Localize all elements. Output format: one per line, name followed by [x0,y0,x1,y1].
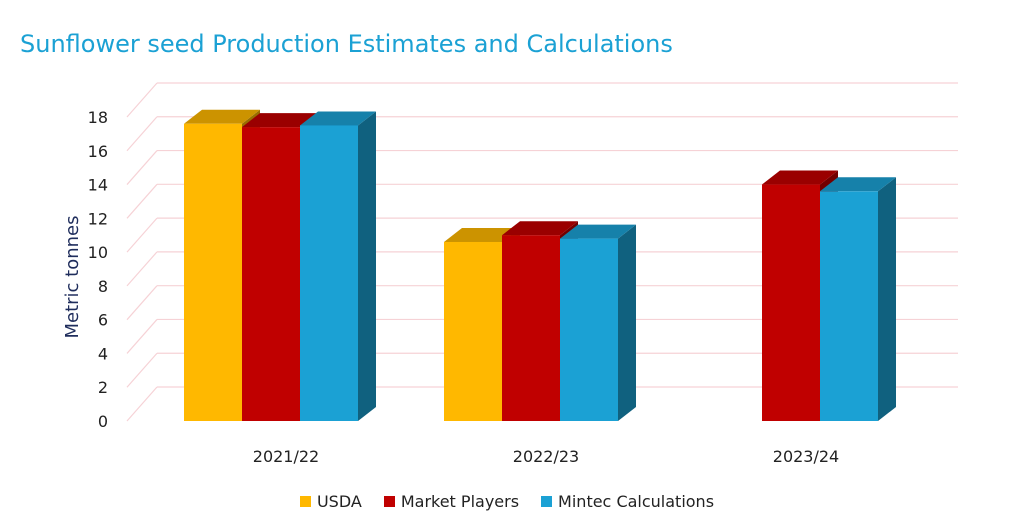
y-tick-label: 8 [98,277,108,296]
gridline-depth [126,352,158,388]
legend: USDA Market Players Mintec Calculations [0,492,1014,511]
y-tick-label: 10 [88,243,108,262]
legend-item: Mintec Calculations [541,492,714,511]
bar-side [618,224,636,421]
bar-top [242,113,318,128]
bar [762,184,820,421]
gridline-depth [126,251,158,287]
gridline-depth [126,217,158,253]
bar [820,191,878,421]
legend-label: Market Players [400,492,520,511]
bars [184,109,896,421]
bar-top [300,111,376,126]
bar-top [820,177,896,192]
y-tick-label: 0 [98,412,108,431]
bar-side [358,111,376,421]
gridline-depth [126,82,158,118]
legend-label: Mintec Calculations [558,492,715,511]
y-axis-ticks: 0 2 4 6 8 10 12 14 16 18 [88,108,108,431]
x-tick-label: 2022/23 [513,447,579,466]
bar [184,123,242,421]
gridline-depth [126,150,158,185]
gridline-depth [126,386,158,422]
y-tick-label: 12 [88,209,108,228]
bar-top [560,224,636,239]
bar-top [762,170,838,185]
bar [444,241,502,421]
legend-label: USDA [316,492,362,511]
bar-top [502,221,578,236]
bar [242,127,300,421]
bar [560,238,618,421]
bar-side [878,177,896,421]
legend-item: Market Players [383,492,520,511]
legend-swatch [541,496,553,507]
legend-item: USDA [299,492,362,511]
y-tick-label: 2 [98,378,108,397]
x-axis-ticks: 2021/22 2022/23 2023/24 [253,447,839,466]
y-tick-label: 14 [88,176,108,195]
bar-top [184,109,260,124]
bar [300,125,358,421]
x-tick-label: 2023/24 [773,447,839,466]
gridline-depth [126,319,158,354]
gridline-depth [126,183,158,219]
bar-top [444,227,520,242]
bar [502,235,560,421]
gridline-depth [126,116,158,152]
chart-title: Sunflower seed Production Estimates and … [20,30,673,58]
gridline-depth [126,285,158,321]
y-tick-label: 16 [88,142,108,161]
legend-swatch [383,496,395,507]
legend-swatch [299,496,311,507]
y-tick-label: 18 [88,108,108,127]
y-axis-label: Metric tonnes [62,215,83,338]
x-tick-label: 2021/22 [253,447,319,466]
y-tick-label: 4 [98,344,108,363]
y-tick-label: 6 [98,311,108,330]
